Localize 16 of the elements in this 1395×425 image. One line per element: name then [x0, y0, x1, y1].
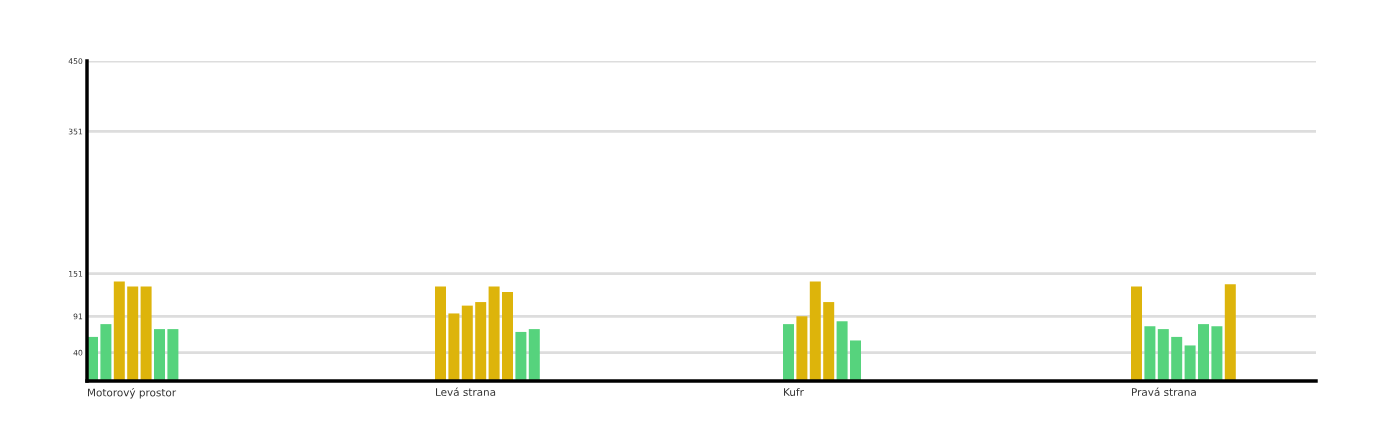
bar	[167, 329, 179, 381]
x-tick-label: Motorový prostor	[88, 387, 177, 399]
bar	[823, 302, 835, 381]
bar	[515, 331, 527, 381]
bar	[475, 302, 487, 381]
bar	[809, 281, 821, 381]
bar	[1198, 324, 1209, 381]
bar	[154, 329, 165, 381]
bar	[127, 286, 139, 381]
x-tick-label: Levá strana	[436, 387, 496, 397]
bar	[113, 281, 125, 381]
bar	[850, 340, 861, 381]
x-tick-label: Pravá strana	[1132, 387, 1196, 397]
bar	[1211, 326, 1223, 381]
bar	[461, 305, 473, 381]
x-tick-label: Kufr	[784, 387, 804, 397]
